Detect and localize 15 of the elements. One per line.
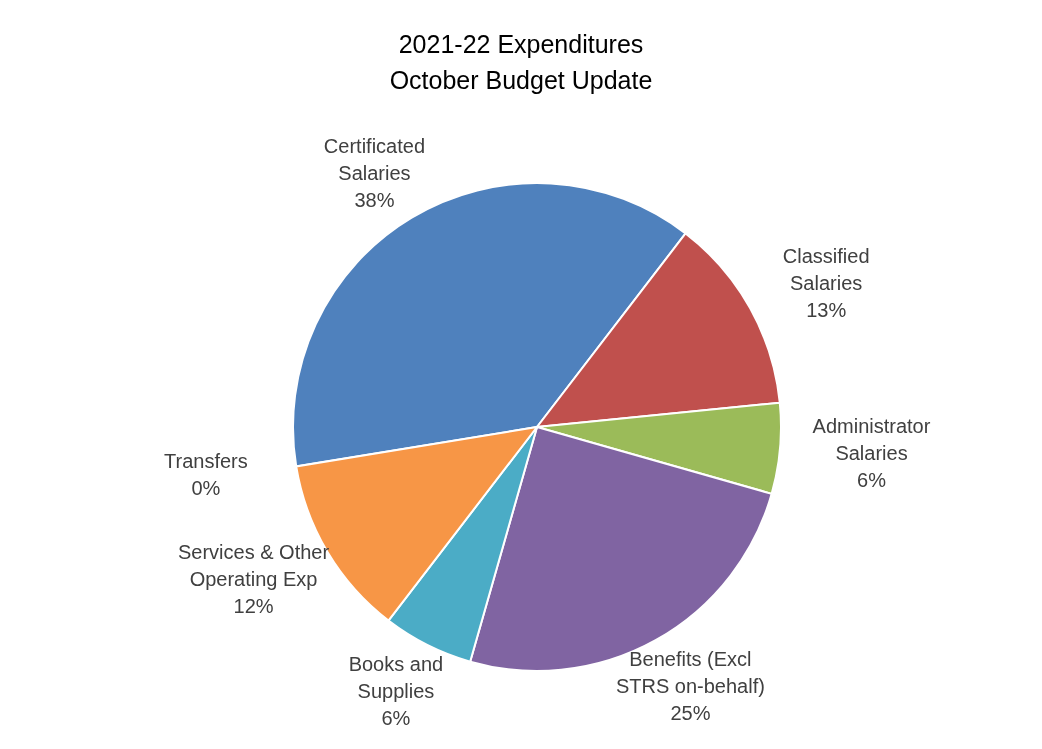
text: 0% <box>191 477 221 500</box>
slice-label: Certificated Salaries <box>323 135 426 185</box>
slice-label: Administrator Salaries <box>812 415 931 465</box>
slice-label: Services & Other Operating Exp <box>177 541 330 591</box>
data-label: 13% <box>806 299 847 322</box>
data-label: 25% <box>670 701 711 724</box>
slice-label: Classified Salaries <box>782 245 870 295</box>
data-label: 6% <box>381 707 411 730</box>
slice-label: Books and Supplies <box>348 653 444 703</box>
data-label: 38% <box>354 189 395 212</box>
data-label: 6% <box>857 469 887 492</box>
data-label: 12% <box>233 595 274 618</box>
slice-label: Benefits (Excl STRS on-behalf) <box>615 647 765 697</box>
category-label: Transfers <box>164 450 248 473</box>
chart-title: 2021-22 Expenditures October Budget Update <box>388 29 654 96</box>
